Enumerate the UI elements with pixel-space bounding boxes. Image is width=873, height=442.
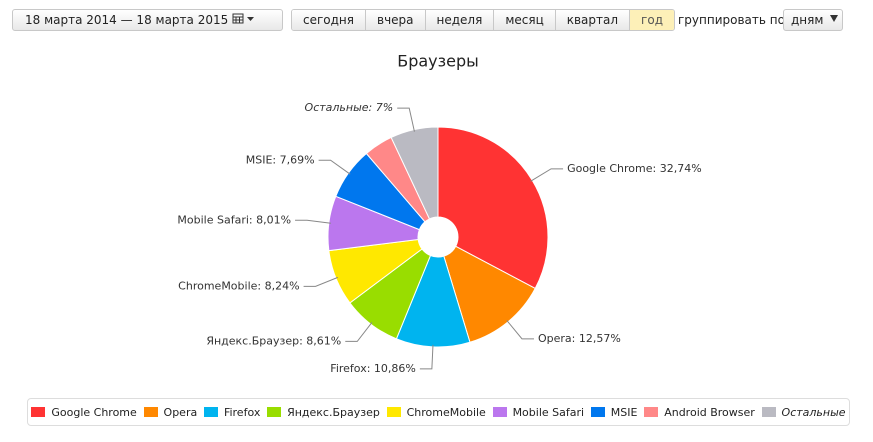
legend-label: Android Browser: [664, 405, 755, 419]
data-label: Opera: 12,57%: [538, 332, 621, 345]
legend-swatch: [386, 406, 401, 417]
legend-item[interactable]: Остальные: [761, 405, 846, 419]
period-button[interactable]: год: [630, 10, 674, 30]
legend-swatch: [31, 406, 46, 417]
data-label: Mobile Safari: 8,01%: [177, 213, 291, 226]
legend-item[interactable]: Google Chrome: [31, 405, 137, 419]
legend-item[interactable]: Mobile Safari: [492, 405, 585, 419]
legend-swatch: [492, 406, 507, 417]
data-label: Google Chrome: 32,74%: [567, 162, 702, 175]
period-buttons: сегодня вчера неделя месяц квартал год: [291, 9, 675, 31]
date-range: 18 марта 2014 — 18 марта 2015: [25, 13, 229, 27]
data-label: Остальные: 7%: [305, 101, 394, 114]
data-label: ChromeMobile: 8,24%: [178, 279, 299, 292]
leader-line: [345, 322, 373, 342]
period-button[interactable]: сегодня: [292, 10, 366, 30]
legend-swatch: [267, 406, 282, 417]
legend-item[interactable]: Opera: [143, 405, 198, 419]
legend-label: Mobile Safari: [512, 405, 585, 419]
period-button[interactable]: квартал: [555, 10, 631, 30]
legend-swatch: [761, 406, 776, 417]
legend-swatch: [143, 406, 158, 417]
leader-line: [397, 107, 415, 132]
leader-line: [295, 219, 331, 224]
legend-swatch: [203, 406, 218, 417]
group-select[interactable]: дням: [783, 9, 843, 31]
pie-slice: [390, 126, 439, 220]
group-label: группировать по: [678, 13, 785, 27]
chart-title: Браузеры: [397, 52, 479, 71]
legend-item[interactable]: ChromeMobile: [386, 405, 486, 419]
pie-slice: [395, 254, 471, 348]
legend-swatch: [644, 406, 659, 417]
legend-label: Firefox: [223, 405, 261, 419]
legend-item[interactable]: MSIE: [590, 405, 638, 419]
leader-line: [506, 320, 534, 340]
data-label: MSIE: 7,69%: [246, 153, 315, 166]
leader-line: [530, 168, 564, 182]
leader-line: [318, 159, 351, 175]
pie-slice: [437, 126, 549, 290]
period-button[interactable]: месяц: [494, 10, 556, 30]
legend: Google Chrome Opera Firefox Яндекс.Браузер C…: [27, 398, 850, 426]
legend-label: MSIE: [610, 405, 638, 419]
data-label: Яндекс.Браузер: 8,61%: [206, 334, 341, 347]
legend-label: Google Chrome: [51, 405, 137, 419]
legend-item[interactable]: Firefox: [203, 405, 261, 419]
chart: Браузеры Google Chrome: 32,74% Opera: 12,…: [177, 52, 702, 375]
legend-label: Яндекс.Браузер: [287, 405, 380, 419]
calendar-icon: [232, 13, 255, 24]
data-label: Firefox: 10,86%: [330, 362, 416, 375]
pie-slice: [443, 245, 536, 343]
period-button[interactable]: неделя: [425, 10, 495, 30]
legend-item[interactable]: Android Browser: [644, 406, 755, 419]
legend-label: ChromeMobile: [406, 405, 486, 419]
legend-label: Opera: [163, 405, 198, 419]
legend-swatch: [590, 406, 605, 417]
legend-label: Остальные: [781, 405, 846, 419]
date-range-button[interactable]: 18 марта 2014 — 18 марта 2015: [12, 9, 283, 31]
leader-line: [419, 344, 434, 370]
group-value: дням: [791, 13, 824, 27]
dropdown-arrow: [830, 15, 839, 22]
legend-item[interactable]: Яндекс.Браузер: [267, 406, 380, 419]
period-button[interactable]: вчера: [366, 10, 426, 30]
leader-line: [303, 276, 339, 287]
